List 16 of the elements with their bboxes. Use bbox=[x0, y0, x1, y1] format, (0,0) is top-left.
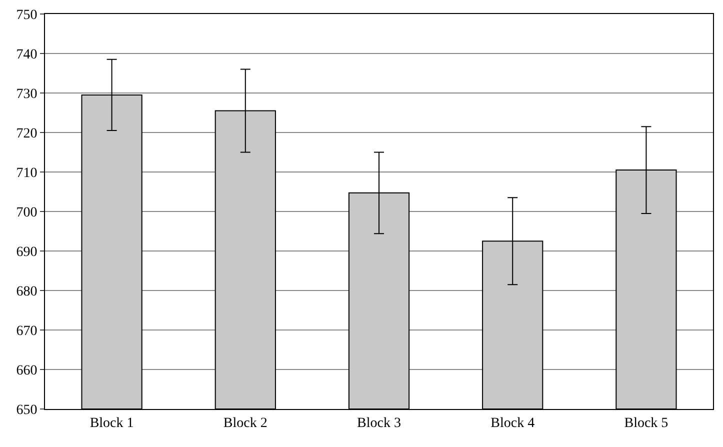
x-tick-label: Block 4 bbox=[490, 416, 535, 431]
y-tick-label: 740 bbox=[16, 47, 38, 62]
x-tick-label: Block 3 bbox=[357, 416, 401, 431]
y-tick-label: 680 bbox=[16, 284, 38, 300]
x-tick-label: Block 2 bbox=[223, 416, 268, 431]
y-tick-label: 720 bbox=[16, 126, 38, 142]
y-tick-label: 700 bbox=[16, 205, 38, 220]
y-tick-label: 710 bbox=[16, 166, 38, 181]
y-tick-label: 650 bbox=[16, 402, 38, 418]
y-tick-label: 730 bbox=[16, 86, 38, 102]
x-tick-label: Block 1 bbox=[90, 416, 134, 431]
x-tick-label: Block 5 bbox=[624, 416, 668, 431]
y-tick-label: 670 bbox=[16, 324, 38, 339]
y-tick-label: 750 bbox=[16, 8, 38, 23]
y-tick-label: 660 bbox=[16, 363, 38, 378]
y-tick-label: 690 bbox=[16, 244, 38, 260]
